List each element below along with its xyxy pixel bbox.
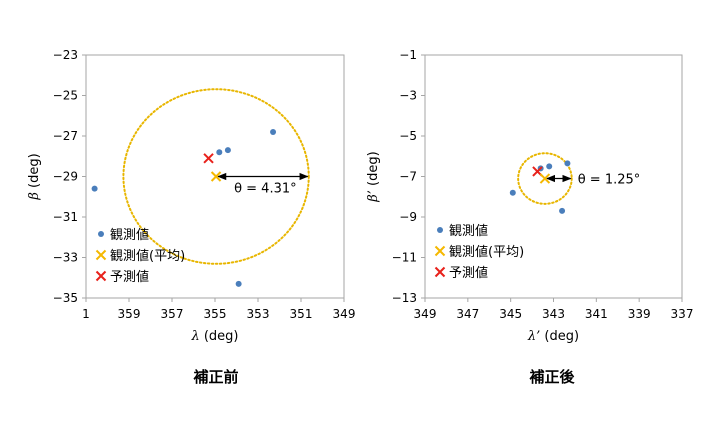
y-tick-label: −23	[53, 48, 78, 62]
legend-mean-icon	[95, 249, 107, 261]
caption-after-correction: 補正後	[529, 368, 575, 386]
x-tick-label: 355	[204, 307, 227, 321]
theta-label: θ = 4.31°	[234, 182, 297, 197]
y-tick-label: −29	[53, 170, 78, 184]
caption-before-correction: 補正前	[193, 368, 239, 386]
x-tick-label: 349	[333, 307, 356, 321]
legend-predicted-icon-stroke	[95, 270, 107, 282]
y-tick-label: −35	[53, 291, 78, 305]
legend-predicted-icon	[95, 270, 107, 282]
x-tick-label: 1	[82, 307, 90, 321]
x-axis-unit: (deg)	[544, 329, 579, 344]
x-tick-label: 337	[671, 307, 694, 321]
x-tick-label: 347	[456, 307, 479, 321]
x-tick-label: 349	[414, 307, 437, 321]
plot-frame	[424, 54, 683, 299]
mean-marker-stroke	[539, 173, 551, 184]
x-axis-symbol: λ’	[527, 329, 545, 344]
x-tick-label: 341	[585, 307, 608, 321]
y-axis-unit: (deg)	[27, 153, 42, 188]
y-tick-label: −33	[53, 251, 78, 265]
x-axis-unit: (deg)	[204, 329, 239, 344]
observed-point	[91, 185, 98, 192]
y-tick-label: −13	[392, 291, 417, 305]
predicted-marker-stroke	[203, 153, 214, 164]
y-axis-label: β’ (deg)	[366, 151, 381, 202]
legend-label: 観測値	[449, 223, 488, 239]
x-tick-label: 351	[290, 307, 313, 321]
theta-circle	[517, 152, 573, 205]
observed-point	[509, 189, 516, 196]
x-tick-label: 359	[118, 307, 141, 321]
observed-point	[235, 280, 242, 287]
observed-point	[564, 160, 571, 167]
mean-marker	[210, 171, 222, 182]
y-tick-label: −5	[399, 129, 417, 143]
x-tick-label: 345	[499, 307, 522, 321]
y-tick-label: −1	[399, 48, 417, 62]
x-tick-label: 343	[542, 307, 565, 321]
x-axis-label: λ (deg)	[190, 329, 238, 344]
y-tick-label: −25	[53, 89, 78, 103]
legend-observed-icon	[437, 227, 443, 233]
x-tick-label: 357	[161, 307, 184, 321]
y-tick-label: −3	[399, 89, 417, 103]
legend-label: 観測値	[110, 227, 149, 243]
y-tick-label: −27	[53, 129, 78, 143]
legend-mean-icon-stroke	[434, 245, 446, 257]
y-axis-symbol: β	[27, 188, 42, 201]
mean-marker	[539, 173, 551, 184]
chart-before: −23 −25 −27 −29 −31 −33 −35 1 359 357 355 353 351 349…	[27, 48, 355, 344]
legend-label: 予測値	[110, 269, 149, 285]
predicted-marker	[203, 153, 214, 164]
chart-after: −1 −3 −5 −7 −9 −11 −13 349 347 345 343 341 339 337 λ’ …	[366, 48, 693, 344]
legend-observed-icon	[98, 231, 104, 237]
legend-predicted-icon-stroke	[434, 266, 446, 278]
y-tick-label: −31	[53, 210, 78, 224]
observed-point	[270, 128, 277, 135]
theta-circle	[122, 88, 310, 265]
predicted-marker-stroke	[532, 166, 543, 177]
y-tick-label: −7	[399, 170, 417, 184]
x-tick-label: 339	[628, 307, 651, 321]
y-tick-label: −9	[399, 210, 417, 224]
legend-mean-icon-stroke	[95, 249, 107, 261]
legend-label: 観測値(平均)	[110, 248, 185, 264]
observed-point	[546, 163, 553, 170]
legend-label: 観測値(平均)	[449, 244, 524, 260]
x-axis-label: λ’ (deg)	[527, 329, 579, 344]
y-axis-label: β (deg)	[27, 153, 42, 200]
y-tick-label: −11	[392, 251, 417, 265]
theta-label: θ = 1.25°	[578, 173, 641, 188]
y-axis-symbol: β’	[366, 186, 381, 203]
legend-mean-icon	[434, 245, 446, 257]
legend-label: 予測値	[449, 265, 488, 281]
y-axis-unit: (deg)	[366, 151, 381, 186]
x-tick-label: 353	[247, 307, 270, 321]
observed-point	[559, 207, 566, 214]
legend-predicted-icon	[434, 266, 446, 278]
observed-point	[224, 147, 231, 154]
observed-point	[216, 149, 223, 156]
mean-marker-stroke	[210, 171, 222, 182]
x-axis-symbol: λ	[190, 329, 203, 344]
